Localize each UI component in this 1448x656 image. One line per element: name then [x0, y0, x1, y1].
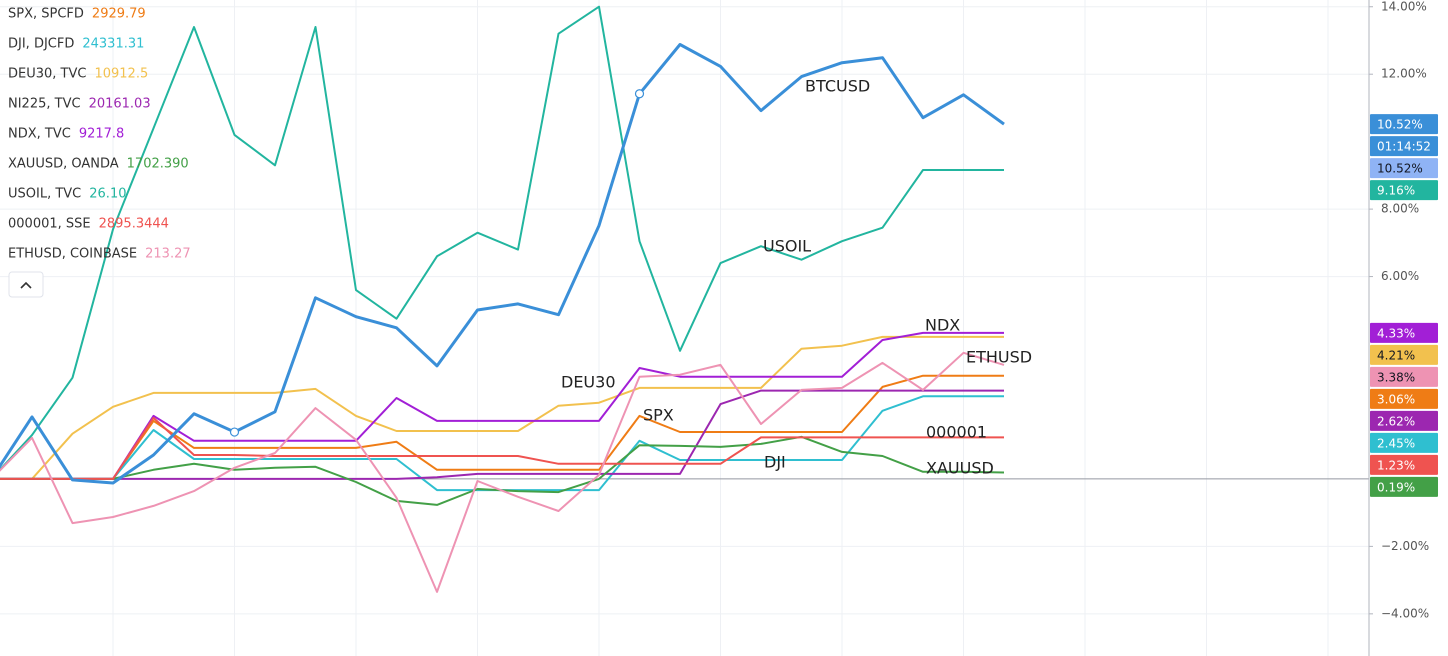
y-tick-label: −2.00%	[1381, 539, 1429, 553]
series-line	[0, 435, 1005, 506]
legend-price: 1702.390	[127, 157, 189, 172]
series-label: XAUUSD	[926, 459, 994, 478]
series-line	[0, 416, 1004, 480]
series-label: NDX	[925, 316, 960, 335]
price-tag-label: 4.21%	[1377, 348, 1415, 362]
collapse-button-box[interactable]	[8, 271, 44, 298]
legend-name: ETHUSD, COINBASE	[8, 247, 137, 262]
price-tag-label: 3.06%	[1377, 392, 1415, 406]
legend-price: 20161.03	[89, 97, 151, 112]
legend-name: DJI, DJCFD	[8, 37, 74, 52]
price-tag	[1370, 180, 1438, 201]
price-tag	[1370, 366, 1438, 387]
legend-name: NDX, TVC	[8, 127, 71, 142]
series-line	[0, 331, 1004, 480]
legend: SPX, SPCFD 2929.79 DJI, DJCFD 24331.31 DEU30…	[8, 7, 191, 262]
series-line	[0, 335, 1004, 480]
price-tag-label: 2.62%	[1377, 414, 1415, 428]
legend-price: 9217.8	[79, 127, 125, 142]
series-label: SPX	[643, 406, 674, 425]
legend-name: SPX, SPCFD	[8, 7, 84, 22]
price-tag-label: 0.19%	[1377, 480, 1415, 494]
price-tag-label: 4.33%	[1377, 326, 1415, 340]
y-tick-label: 6.00%	[1381, 269, 1419, 283]
series-line	[0, 351, 1005, 593]
y-tick-label: 8.00%	[1381, 202, 1419, 216]
price-tag	[1370, 454, 1438, 475]
legend-name: USOIL, TVC	[8, 187, 81, 202]
series-labels: BTCUSD SPX DJI DEU30 NDX XAUUSD USOIL 000001 ETH…	[561, 77, 1032, 478]
legend-name: 000001, SSE	[8, 217, 91, 232]
price-tag	[1370, 322, 1438, 343]
legend-price: 10912.5	[94, 67, 148, 82]
point-marker	[634, 89, 645, 99]
price-tag-label: 2.45%	[1377, 436, 1415, 450]
series-line	[0, 5, 1004, 472]
price-tag	[1370, 158, 1438, 179]
legend-name: DEU30, TVC	[8, 67, 86, 82]
series-line	[0, 43, 1005, 485]
plot	[0, 5, 1005, 593]
chevron-icon	[20, 281, 32, 289]
price-tag-label: 1.23%	[1377, 458, 1415, 472]
y-tick-label: 12.00%	[1381, 67, 1427, 81]
series-label: DJI	[764, 453, 786, 472]
price-tag-label: 9.16%	[1377, 184, 1415, 198]
series-line	[0, 389, 1004, 480]
legend-price: 2929.79	[92, 7, 146, 22]
y-tick-label: 14.00%	[1381, 0, 1427, 13]
series-label: 000001	[926, 423, 987, 442]
grid	[0, 0, 1369, 656]
price-tag-label: 3.38%	[1377, 370, 1415, 384]
price-tag	[1370, 136, 1438, 157]
legend-price: 24331.31	[82, 37, 144, 52]
legend-price: 26.10	[89, 187, 126, 202]
price-tag	[1370, 410, 1438, 431]
legend-price: 213.27	[145, 247, 191, 262]
price-tag	[1370, 476, 1438, 497]
price-tag	[1370, 432, 1438, 453]
price-tags: 10.52% 01:14:52 10.52% 9.16% 4.33% 4.21% 3.38%…	[1370, 114, 1438, 497]
price-axis: 14.00% 12.00% 8.00% 6.00% −2.00% −4.00%	[1369, 0, 1429, 620]
legend-price: 2895.3444	[99, 217, 169, 232]
legend-name: NI225, TVC	[8, 97, 81, 112]
series-label: ETHUSD	[966, 348, 1032, 367]
y-tick-label: −4.00%	[1381, 606, 1429, 620]
series-label: DEU30	[561, 373, 616, 392]
legend-name: XAUUSD, OANDA	[8, 157, 119, 172]
price-tag	[1370, 388, 1438, 409]
price-tag	[1370, 114, 1438, 135]
price-tag-label: 10.52%	[1377, 162, 1423, 176]
series-label: BTCUSD	[805, 77, 870, 96]
point-marker	[229, 427, 240, 437]
price-tag	[1370, 344, 1438, 365]
series-label: USOIL	[763, 237, 811, 256]
price-tag-label: 10.52%	[1377, 118, 1423, 132]
collapse-button[interactable]	[8, 271, 44, 298]
price-tag-label: 01:14:52	[1377, 140, 1431, 154]
